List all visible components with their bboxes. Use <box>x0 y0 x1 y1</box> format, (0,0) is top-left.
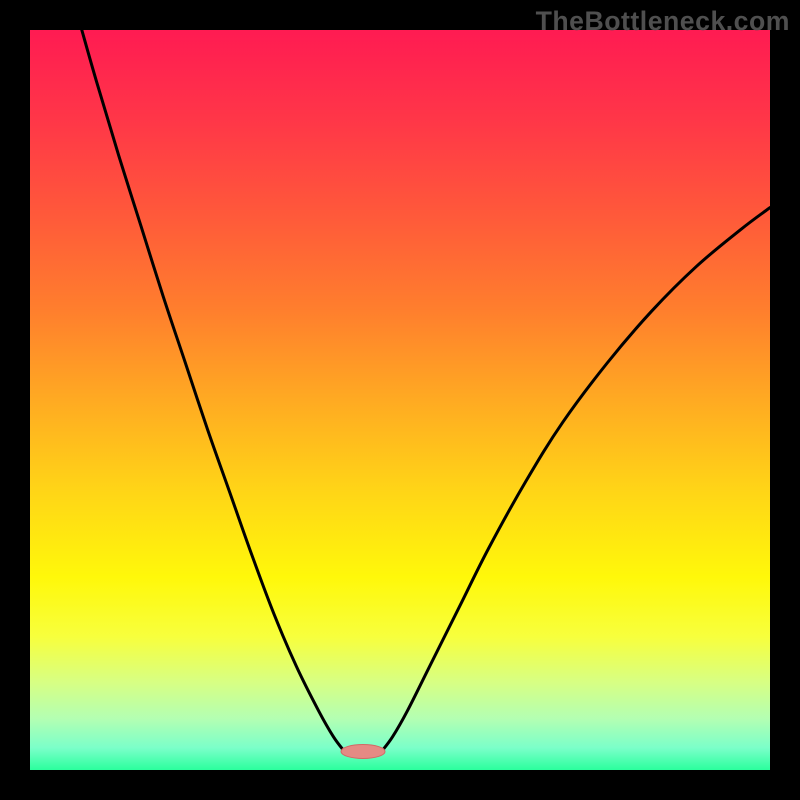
chart-svg <box>0 0 800 800</box>
optimal-point-marker <box>341 745 385 759</box>
bottleneck-chart: TheBottleneck.com <box>0 0 800 800</box>
watermark-text: TheBottleneck.com <box>536 6 790 37</box>
chart-background <box>30 30 770 770</box>
